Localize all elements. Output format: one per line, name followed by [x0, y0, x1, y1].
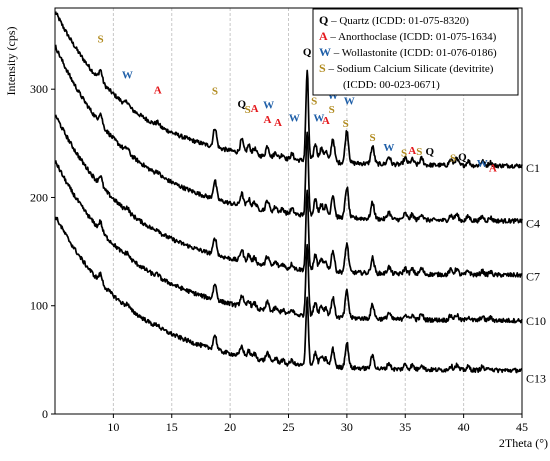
peak-label-a: A [274, 117, 282, 129]
peak-label-w: W [344, 95, 355, 107]
x-tick-label: 35 [399, 420, 411, 434]
peak-label-s: S [245, 104, 251, 116]
trace-c10 [54, 160, 523, 324]
x-tick-label: 25 [283, 420, 295, 434]
peak-label-s: S [329, 104, 335, 116]
legend-letter: W [319, 45, 331, 59]
peak-label-s: S [97, 34, 103, 46]
legend-entry: A – Anorthoclase (ICDD: 01-075-1634) [319, 29, 497, 43]
peak-label-s: S [343, 118, 349, 130]
legend-letter: Q [319, 13, 328, 27]
peak-label-w: W [122, 69, 133, 81]
peak-label-s: S [450, 153, 456, 165]
peak-label-q: Q [425, 146, 434, 158]
series-labels: C1 C4 C7 C10 C13 [526, 161, 546, 385]
series-label-c13: C13 [526, 371, 546, 385]
peak-label-w: W [327, 90, 338, 102]
y-tick-label: 300 [30, 82, 48, 96]
peak-label-w: W [289, 113, 300, 125]
legend-entry: (ICDD: 00-023-0671) [343, 79, 440, 91]
legend-letter: S [319, 61, 326, 75]
x-tick-label: 45 [516, 420, 528, 434]
legend-entry: Q – Quartz (ICDD: 01-075-8320) [319, 13, 469, 27]
peak-label-q: Q [238, 99, 247, 111]
peak-label-q: Q [303, 47, 312, 59]
x-tick-label: 10 [107, 420, 119, 434]
x-axis-title: 2Theta (°) [499, 436, 548, 450]
legend-text: – Wollastonite (ICDD: 01-076-0186) [331, 47, 497, 59]
legend: Q – Quartz (ICDD: 01-075-8320)A – Anorth… [312, 8, 519, 96]
peak-label-s: S [311, 95, 317, 107]
peak-label-a: A [322, 115, 330, 127]
legend-box [312, 8, 519, 96]
y-axis-title: Intensity (cps) [4, 27, 18, 96]
x-axis-ticks: 10 15 20 25 30 35 40 45 [107, 414, 528, 434]
peak-label-q: Q [458, 152, 467, 164]
peak-label-a: A [251, 103, 259, 115]
peak-label-w: W [313, 113, 324, 125]
peak-label-s: S [369, 132, 375, 144]
peak-label-w: W [383, 142, 394, 154]
y-tick-label: 200 [30, 190, 48, 204]
peak-label-s: S [416, 146, 422, 158]
series-label-c4: C4 [526, 216, 540, 230]
legend-text: – Anorthoclase (ICDD: 01-075-1634) [328, 31, 497, 43]
peak-label-s: S [401, 147, 407, 159]
legend-entry: W – Wollastonite (ICDD: 01-076-0186) [319, 45, 497, 59]
legend-text: – Quartz (ICDD: 01-075-8320) [328, 15, 469, 27]
peak-label-s: S [212, 86, 218, 98]
y-tick-label: 100 [30, 299, 48, 313]
trace-c1 [54, 11, 523, 169]
series-label-c7: C7 [526, 270, 540, 284]
x-tick-label: 30 [341, 420, 353, 434]
trace-c4 [54, 44, 523, 224]
peak-label-w: W [263, 100, 274, 112]
y-tick-label: 0 [42, 407, 48, 421]
diffraction-traces [54, 11, 523, 374]
trace-c13 [54, 216, 523, 374]
y-axis-ticks: 0 100 200 300 [30, 82, 55, 421]
legend-entry: S – Sodium Calcium Silicate (devitrite) [319, 61, 494, 75]
x-tick-label: 20 [224, 420, 236, 434]
series-label-c1: C1 [526, 161, 540, 175]
peak-label-w: W [477, 158, 488, 170]
x-tick-label: 15 [166, 420, 178, 434]
peak-label-a: A [489, 162, 497, 174]
legend-letter: A [319, 29, 328, 43]
peak-label-a: A [154, 85, 162, 97]
peak-label-a: A [264, 114, 272, 126]
trace-c7 [54, 114, 523, 278]
x-tick-label: 40 [458, 420, 470, 434]
peak-label-a: A [408, 145, 416, 157]
legend-text: (ICDD: 00-023-0671) [343, 79, 440, 91]
legend-text: – Sodium Calcium Silicate (devitrite) [326, 63, 494, 75]
series-label-c10: C10 [526, 314, 546, 328]
